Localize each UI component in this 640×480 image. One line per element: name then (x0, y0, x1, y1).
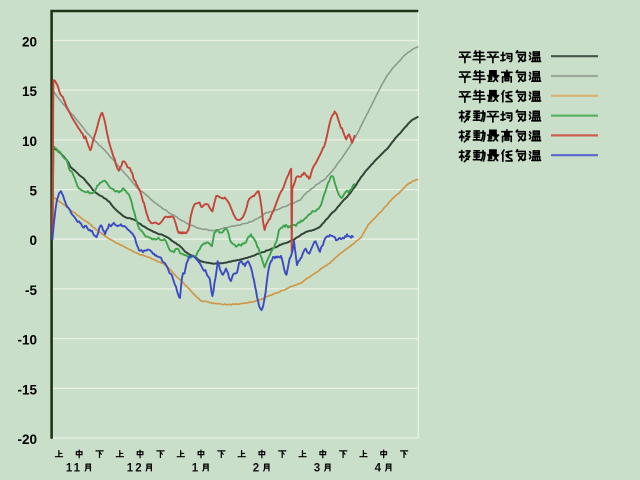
svg-text:-10: -10 (17, 333, 37, 348)
svg-text:0: 0 (29, 233, 37, 248)
svg-text:15: 15 (22, 84, 38, 99)
svg-text:20: 20 (22, 35, 37, 50)
svg-text:10: 10 (22, 134, 37, 149)
svg-text:2: 2 (253, 463, 261, 475)
svg-text:3: 3 (314, 463, 322, 475)
svg-text:12: 12 (127, 463, 144, 475)
svg-text:4: 4 (375, 463, 383, 475)
svg-text:-5: -5 (25, 283, 37, 298)
svg-text:5: 5 (29, 184, 37, 199)
svg-text:11: 11 (66, 463, 82, 475)
svg-text:-20: -20 (17, 432, 37, 447)
svg-text:-15: -15 (17, 382, 37, 397)
svg-text:1: 1 (192, 463, 200, 475)
